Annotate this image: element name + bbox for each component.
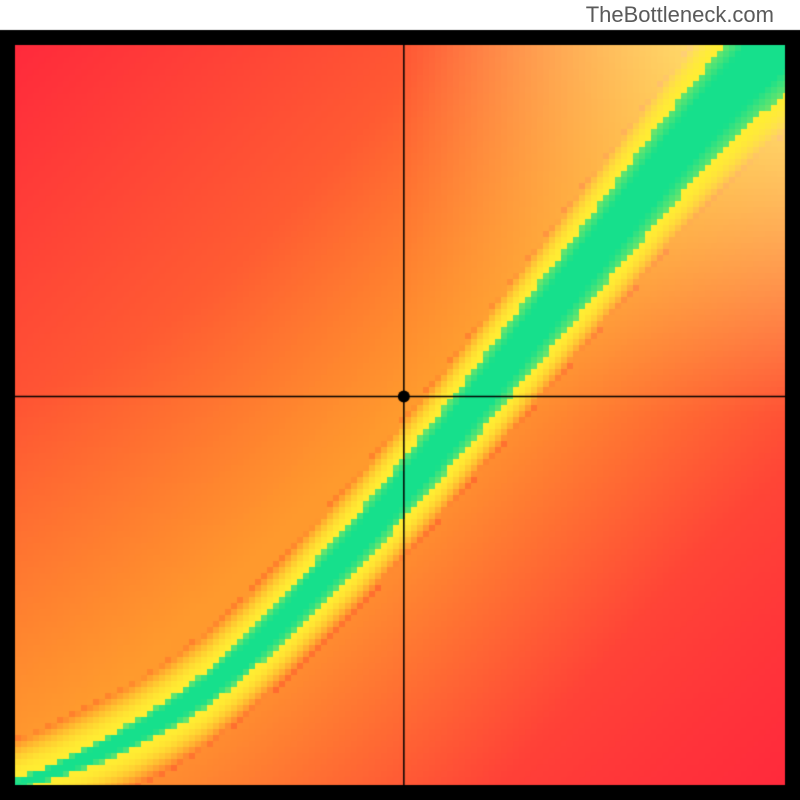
source-watermark: TheBottleneck.com <box>586 2 774 28</box>
bottleneck-heatmap <box>0 0 800 800</box>
